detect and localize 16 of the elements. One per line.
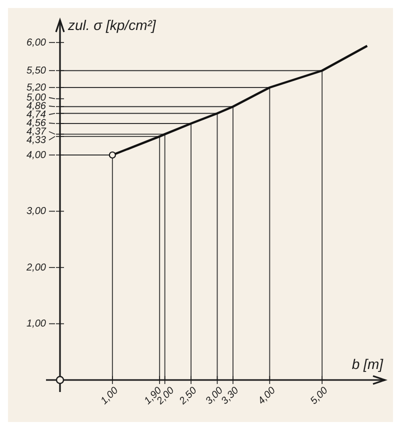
y-tick-label: 4,56 — [26, 118, 46, 129]
y-tick-label: 4,33 — [26, 134, 46, 146]
y-tick-label: 4,00 — [26, 150, 46, 161]
y-tick-label: 5,50 — [26, 65, 46, 76]
y-tick-label: 3,00 — [26, 206, 46, 218]
x-axis-title: b [m] — [352, 356, 384, 372]
y-tick-label: 4,74 — [26, 109, 46, 120]
y-tick-label: 2,00 — [26, 262, 46, 274]
y-axis-title: zul. σ [kp/cm²] — [67, 16, 157, 33]
y-tick-label: 5,00 — [26, 92, 46, 104]
y-tick-label: 1,00 — [26, 318, 46, 330]
y-tick-label: 4,37 — [26, 126, 46, 138]
y-tick-label: 5,20 — [26, 82, 46, 94]
y-tick-label: 6,00 — [26, 37, 46, 48]
y-tick-label: 4,86 — [26, 100, 46, 112]
x-tick-label: 4,00 — [256, 385, 278, 407]
